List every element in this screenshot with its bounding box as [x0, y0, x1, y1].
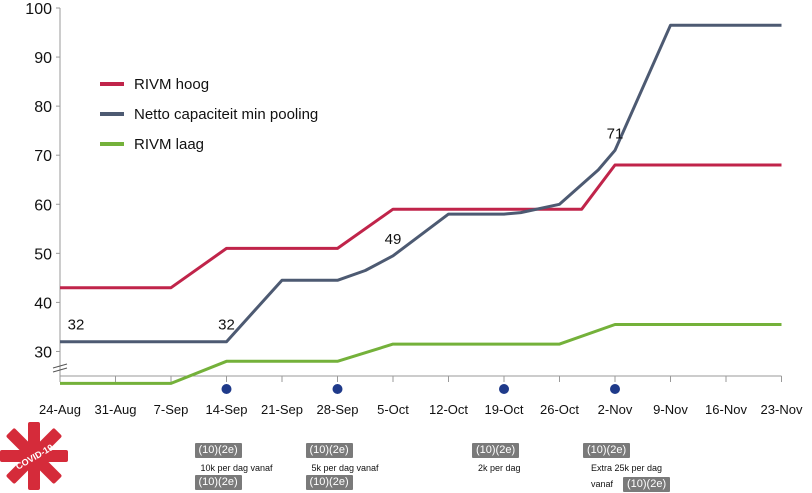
redaction-tag: (10)(2e): [623, 477, 671, 492]
legend-label-rivm-hoog: RIVM hoog: [134, 75, 210, 93]
timeline-marker: [499, 384, 509, 394]
series-line-0: [60, 163, 782, 290]
x-tick-label: 12-Oct: [429, 402, 468, 417]
x-tick-label: 9-Nov: [653, 402, 688, 417]
redaction-tag: (10)(2e): [305, 475, 353, 490]
legend-label-rivm-laag: RIVM laag: [134, 135, 205, 153]
legend-label-netto-capaciteit: Netto capaciteit min pooling: [134, 105, 319, 123]
y-tick-label: 60: [34, 197, 52, 214]
y-tick-label: 70: [34, 148, 52, 165]
x-tick-label: 23-Nov: [761, 402, 803, 417]
series-line-1: [60, 23, 782, 344]
data-label: 49: [385, 231, 402, 248]
series-line-2: [60, 323, 782, 385]
x-tick-label: 16-Nov: [705, 402, 747, 417]
redaction-tag: (10)(2e): [305, 443, 353, 458]
data-label: 32: [68, 317, 85, 334]
x-tick-label: 24-Aug: [39, 402, 81, 417]
covid-19-logo: COVID-19: [0, 422, 68, 490]
legend-swatch-rivm-hoog: [100, 82, 124, 86]
axis-break-mark: [52, 367, 68, 373]
y-tick-label: 30: [34, 344, 52, 361]
legend-item-netto-capaciteit: Netto capaciteit min pooling: [100, 100, 318, 128]
x-tick-label: 5-Oct: [377, 402, 409, 417]
legend-item-rivm-hoog: RIVM hoog: [100, 70, 318, 98]
x-tick-label: 14-Sep: [206, 402, 248, 417]
redaction-tag: (10)(2e): [194, 475, 242, 490]
annotation-note: 2k per dag: [478, 463, 521, 473]
y-tick-label: 90: [34, 50, 52, 67]
legend-swatch-netto-capaciteit: [100, 112, 124, 116]
chart-legend: RIVM hoog Netto capaciteit min pooling R…: [100, 70, 318, 160]
x-tick-label: 26-Oct: [540, 402, 579, 417]
data-label: 71: [607, 125, 624, 142]
y-tick-label: 40: [34, 295, 52, 312]
x-tick-label: 2-Nov: [598, 402, 633, 417]
timeline-marker: [610, 384, 620, 394]
y-tick-label: 100: [25, 1, 52, 18]
redaction-tag: (10)(2e): [583, 443, 631, 458]
legend-item-rivm-laag: RIVM laag: [100, 130, 318, 158]
x-tick-label: 28-Sep: [317, 402, 359, 417]
annotation-note: Extra 25k per dag: [591, 463, 663, 473]
x-tick-label: 7-Sep: [154, 402, 189, 417]
annotation-note: vanaf: [591, 479, 614, 489]
timeline-marker: [221, 384, 232, 394]
timeline-marker: [332, 384, 343, 394]
legend-swatch-rivm-laag: [100, 142, 124, 146]
annotation-note: 5k per dag vanaf: [311, 463, 379, 473]
axis-break-mark: [52, 363, 68, 369]
redaction-tag: (10)(2e): [472, 443, 520, 458]
annotation-note: 10k per dag vanaf: [200, 463, 273, 473]
x-tick-label: 19-Oct: [484, 402, 523, 417]
y-tick-label: 50: [34, 246, 52, 263]
x-tick-label: 21-Sep: [261, 402, 303, 417]
x-tick-label: 31-Aug: [95, 402, 137, 417]
y-tick-label: 80: [34, 99, 52, 116]
data-label: 32: [218, 317, 235, 334]
redaction-tag: (10)(2e): [194, 443, 242, 458]
